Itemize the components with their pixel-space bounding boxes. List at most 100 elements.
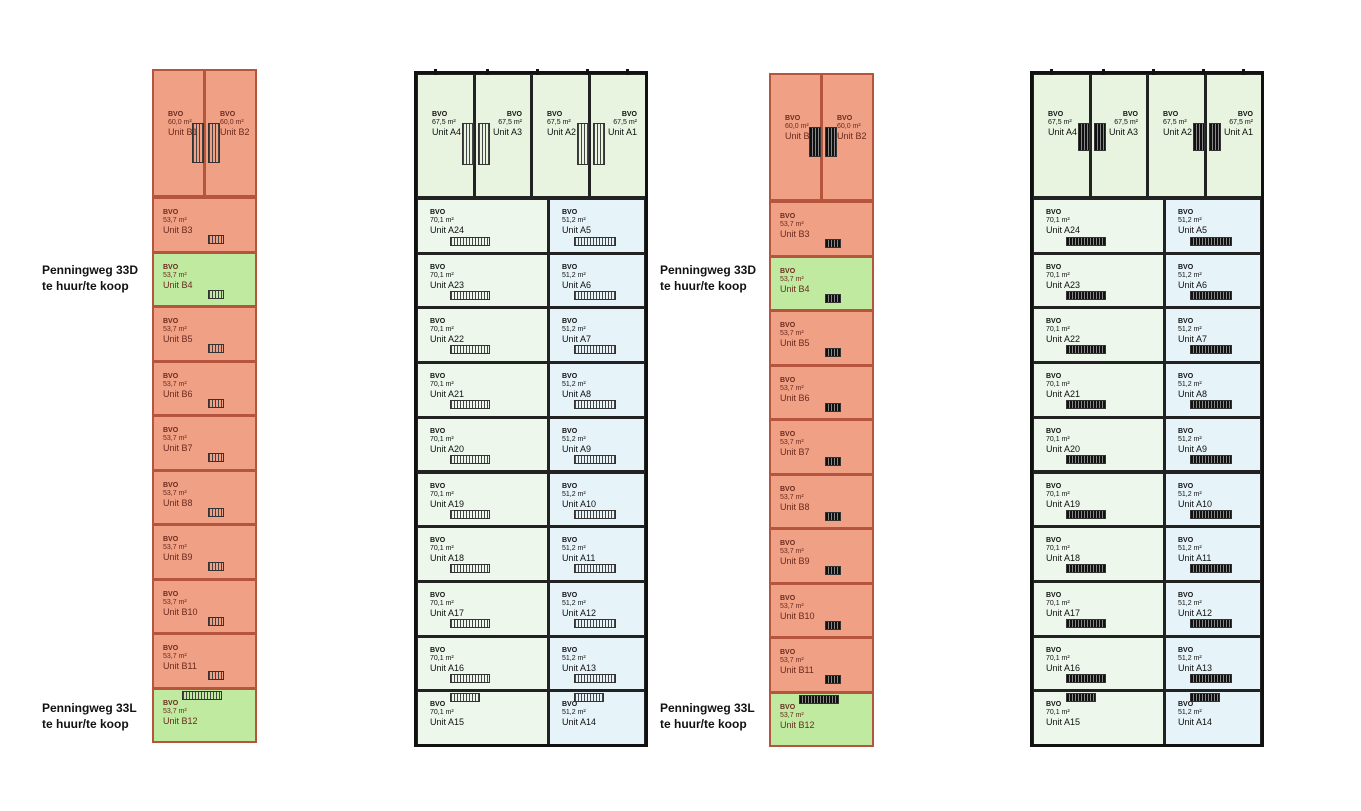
stair-icon (825, 293, 841, 303)
unit-area: 70,1 m² (430, 271, 454, 279)
bvo-label: BVO (163, 481, 179, 489)
floor-plan-a-upper: BVO 67,5 m² Unit A4 BVO 67,5 m² Unit A3 BVO 67,… (1030, 69, 1264, 747)
stair-icon (1066, 509, 1106, 519)
unit-a22: BVO 70,1 m² Unit A22 (1032, 307, 1165, 364)
stair-icon (825, 457, 841, 466)
unit-name: Unit A3 (492, 127, 522, 137)
unit-area: 60,0 m² (168, 119, 192, 126)
stair-icon (592, 123, 605, 165)
unit-area: 53,7 m² (163, 707, 187, 715)
unit-name: Unit B2 (837, 131, 867, 141)
building-outline (1030, 71, 1264, 747)
unit-name: Unit A20 (430, 443, 465, 454)
stair-icon (799, 694, 839, 704)
stair-icon (208, 616, 224, 626)
bvo-label: BVO (780, 540, 796, 547)
unit-area: 70,1 m² (430, 435, 454, 443)
unit-a23: BVO 70,1 m² Unit A23 (416, 252, 549, 309)
stair-icon (574, 345, 616, 355)
unit-name: Unit A11 (1178, 553, 1212, 564)
label-penningweg-33l-1: Penningweg 33L te huur/te koop (42, 701, 137, 731)
unit-b8: BVO 53,7 m² Unit B8 (769, 473, 874, 529)
unit-name: Unit A12 (562, 607, 597, 618)
unit-name: Unit A6 (1178, 279, 1208, 290)
unit-a14: BVO 51,2 m² Unit A14 (1164, 690, 1262, 746)
bvo-label: BVO (562, 482, 578, 490)
unit-name: Unit A17 (1046, 607, 1081, 618)
stair-icon (574, 509, 616, 519)
unit-name: Unit A19 (1046, 498, 1081, 509)
unit-name: Unit A22 (430, 334, 465, 345)
stair-icon (1093, 123, 1106, 151)
unit-b12: BVO 53,7 m² Unit B12 (152, 687, 257, 743)
bvo-label: BVO (562, 373, 578, 381)
unit-a22: BVO 70,1 m² Unit A22 (416, 307, 549, 364)
stair-icon (574, 237, 616, 246)
unit-name: Unit B10 (163, 606, 198, 617)
stair-icon (450, 237, 490, 246)
unit-a5: BVO 51,2 m² Unit A5 (1164, 198, 1262, 254)
bvo-label: BVO (1178, 209, 1194, 216)
unit-b3: BVO 53,7 m² Unit B3 (769, 201, 874, 257)
unit-area: 53,7 m² (163, 217, 187, 224)
unit-b3: BVO 53,7 m² Unit B3 (152, 197, 257, 253)
bvo-label: BVO (837, 115, 853, 122)
unit-a24: BVO 70,1 m² Unit A24 (416, 198, 549, 254)
stair-icon (1077, 123, 1090, 151)
unit-b11: BVO 53,7 m² Unit B11 (152, 633, 257, 689)
building-outline (414, 71, 648, 747)
unit-name: Unit A10 (562, 498, 597, 509)
bvo-label: BVO (780, 376, 796, 384)
stair-icon (825, 239, 841, 248)
unit-area: 51,2 m² (1178, 381, 1202, 389)
unit-name: Unit A5 (562, 225, 592, 235)
unit-name: Unit B9 (163, 552, 193, 562)
unit-name: Unit B4 (163, 279, 193, 290)
bvo-label: BVO (430, 537, 446, 545)
bvo-label: BVO (562, 263, 578, 271)
unit-name: Unit A9 (1178, 443, 1208, 454)
unit-area: 53,7 m² (780, 275, 804, 283)
unit-name: Unit B11 (780, 665, 814, 675)
unit-a20: BVO 70,1 m² Unit A20 (1032, 416, 1165, 473)
unit-name: Unit A19 (430, 498, 465, 509)
unit-b6: BVO 53,7 m² Unit B6 (152, 360, 257, 416)
unit-name: Unit A24 (430, 225, 465, 235)
bvo-label: BVO (562, 646, 578, 654)
floor-plan-b-ground: BVO 60,0 m² Unit B1 BVO 60,0 m² Unit B2 BVO 53,… (152, 69, 257, 744)
unit-name: Unit A8 (562, 389, 592, 400)
floor-plan-a-ground: BVO 67,5 m² Unit A4 BVO 67,5 m² Unit A3 BVO 67,… (414, 69, 648, 747)
unit-name: Unit A6 (562, 279, 592, 290)
stair-icon (182, 690, 222, 700)
unit-name: Unit A20 (1046, 443, 1081, 454)
unit-name: Unit A7 (1178, 334, 1208, 345)
bvo-label: BVO (430, 209, 446, 216)
bvo-label: BVO (430, 318, 446, 326)
stair-icon (576, 123, 589, 165)
bvo-label: BVO (1178, 591, 1194, 599)
unit-name: Unit B5 (163, 334, 193, 344)
unit-area: 51,2 m² (562, 217, 586, 224)
unit-b1: BVO 60,0 m² Unit B1 (769, 73, 822, 201)
bvo-label: BVO (780, 267, 796, 275)
unit-a12: BVO 51,2 m² Unit A12 (1164, 580, 1262, 637)
bvo-label: BVO (562, 209, 578, 216)
wall-tick (586, 69, 589, 75)
unit-a10: BVO 51,2 m² Unit A10 (548, 471, 646, 528)
unit-area: 53,7 m² (163, 653, 187, 660)
unit-name: Unit A23 (430, 279, 465, 290)
stair-icon (461, 123, 474, 165)
unit-name: Unit A10 (1178, 498, 1213, 509)
label-penningweg-33d-1: Penningweg 33D te huur/te koop (42, 263, 139, 293)
bvo-label: BVO (1178, 537, 1194, 545)
unit-a21: BVO 70,1 m² Unit A21 (416, 362, 549, 418)
stair-icon (825, 566, 841, 575)
unit-area: 53,7 m² (780, 330, 804, 337)
unit-area: 67,5 m² (1114, 119, 1138, 126)
unit-a8: BVO 51,2 m² Unit A8 (548, 362, 646, 418)
unit-name: Unit A16 (1046, 662, 1081, 673)
unit-area: 51,2 m² (562, 599, 586, 607)
stair-icon (208, 289, 224, 299)
unit-name: Unit A14 (1178, 717, 1213, 728)
bvo-label: BVO (1046, 427, 1062, 435)
